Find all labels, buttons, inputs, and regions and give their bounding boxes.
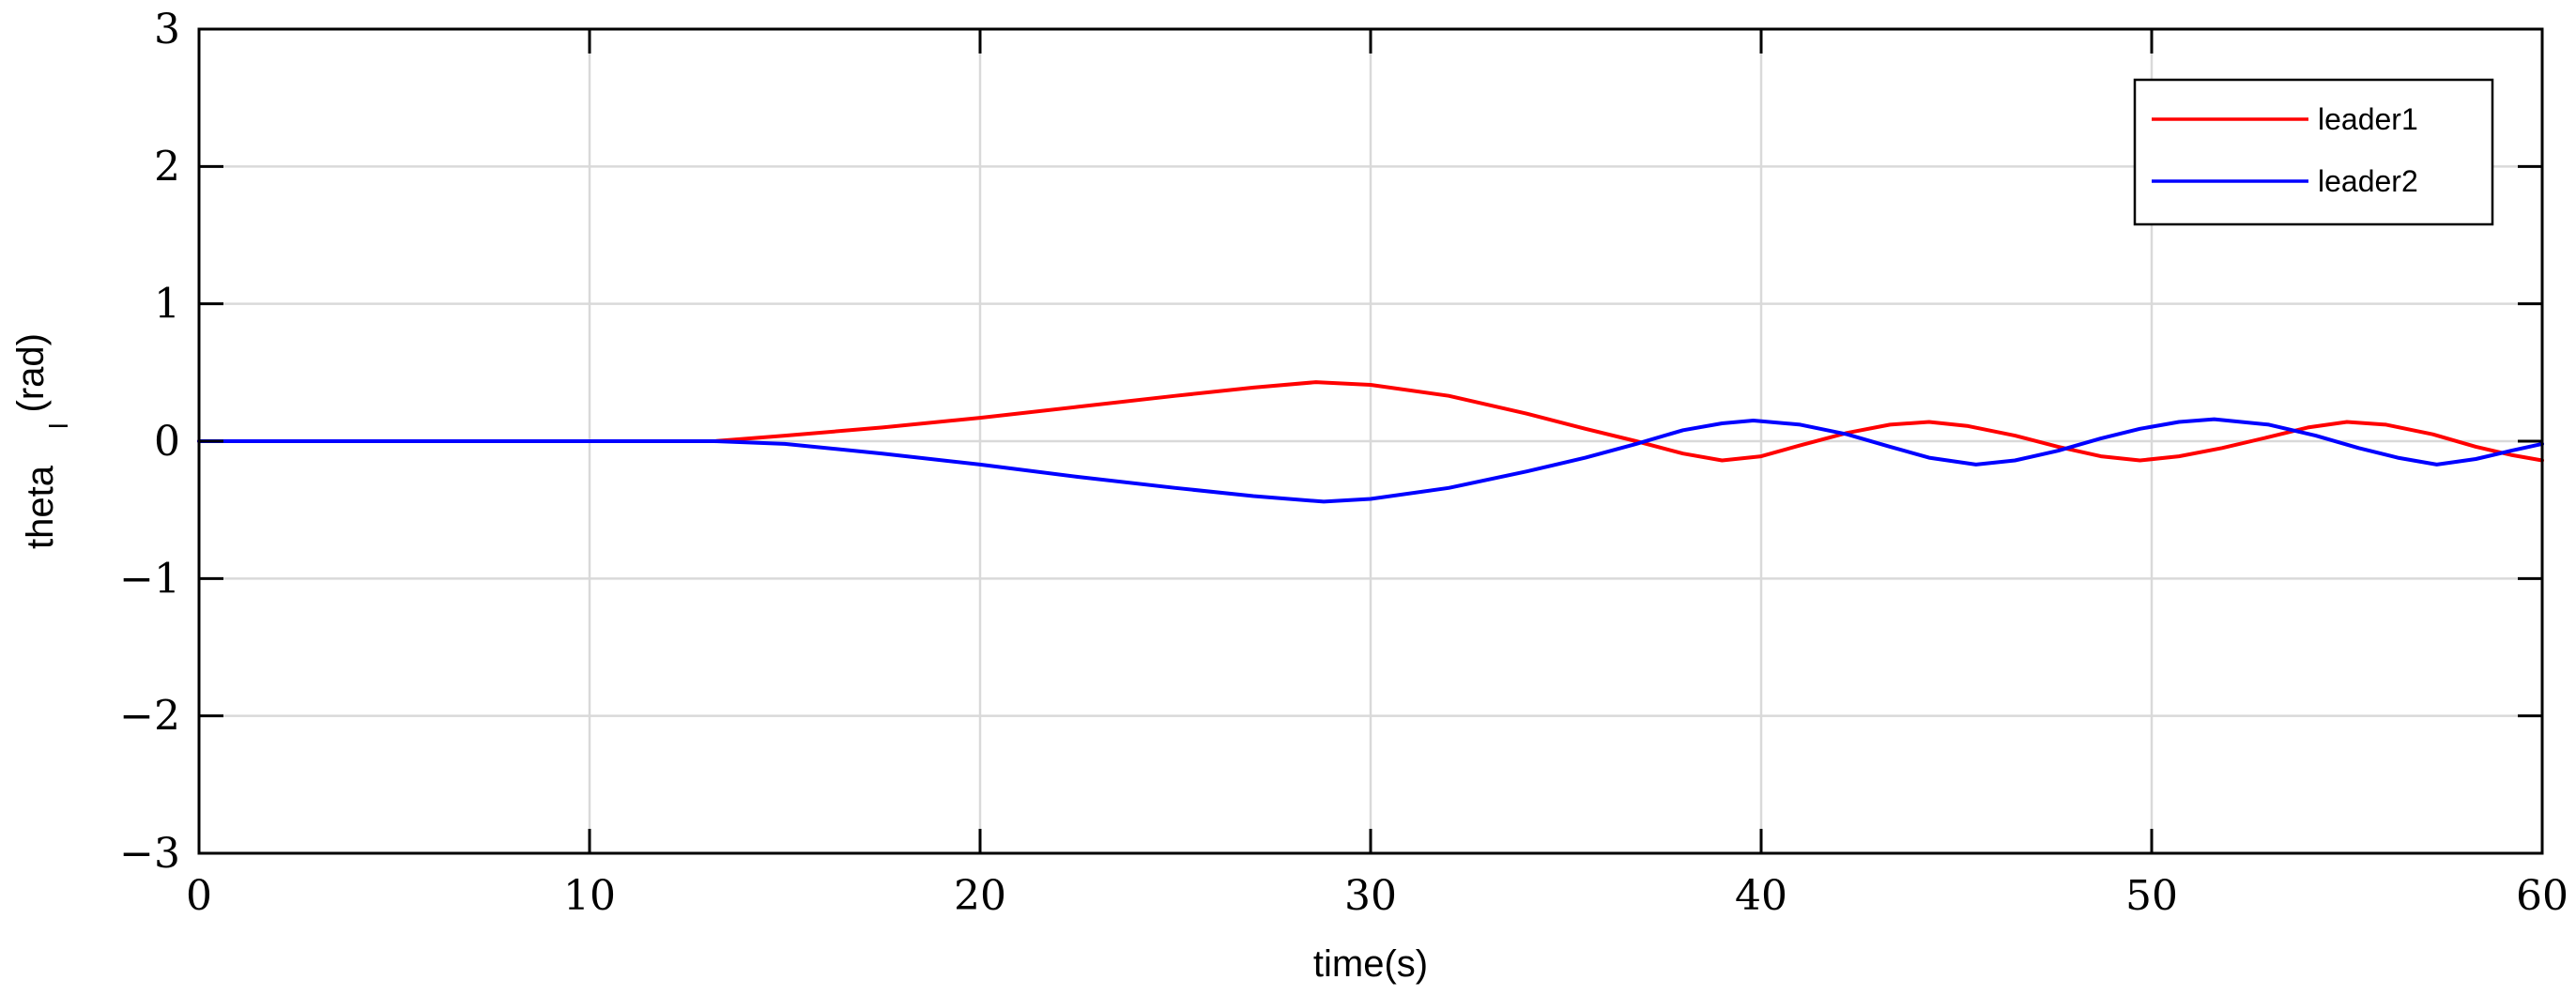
y-axis-label-unit: (rad) xyxy=(10,333,52,412)
legend-box xyxy=(2133,78,2494,226)
series-layer xyxy=(197,380,2544,504)
y-tick-label: 0 xyxy=(154,418,180,466)
ticks: 0 10 20 30 40 50 60 −3 −2 −1 0 1 2 3 xyxy=(119,6,2568,920)
x-tick-label: 30 xyxy=(1344,872,1397,920)
x-tick-label: 40 xyxy=(1735,872,1787,920)
series-line-leader2 xyxy=(197,417,2544,504)
x-axis-label: time(s) xyxy=(1313,943,1428,985)
x-tick-label: 50 xyxy=(2125,872,2178,920)
x-tick-label: 20 xyxy=(954,872,1006,920)
legend: leader1 leader2 xyxy=(2133,78,2494,226)
x-tick-label: 60 xyxy=(2516,872,2568,920)
y-axis-label: theta l (rad) xyxy=(10,333,76,549)
y-axis-label-base: theta xyxy=(20,465,61,549)
x-tick-label: 0 xyxy=(186,872,212,920)
y-tick-label: −2 xyxy=(119,693,180,741)
y-tick-label: −3 xyxy=(119,830,180,878)
y-tick-label: 2 xyxy=(154,143,180,191)
y-tick-label: 1 xyxy=(154,281,180,329)
x-tick-label: 10 xyxy=(563,872,616,920)
legend-label-leader2: leader2 xyxy=(2318,164,2418,198)
series-line-leader1 xyxy=(197,380,2544,463)
svg-text:theta l (rad): theta l (rad) xyxy=(10,333,76,549)
legend-label-leader1: leader1 xyxy=(2318,102,2418,136)
y-tick-label: 3 xyxy=(154,6,180,54)
y-tick-label: −1 xyxy=(119,555,180,603)
y-axis-label-subscript: l xyxy=(44,423,73,429)
